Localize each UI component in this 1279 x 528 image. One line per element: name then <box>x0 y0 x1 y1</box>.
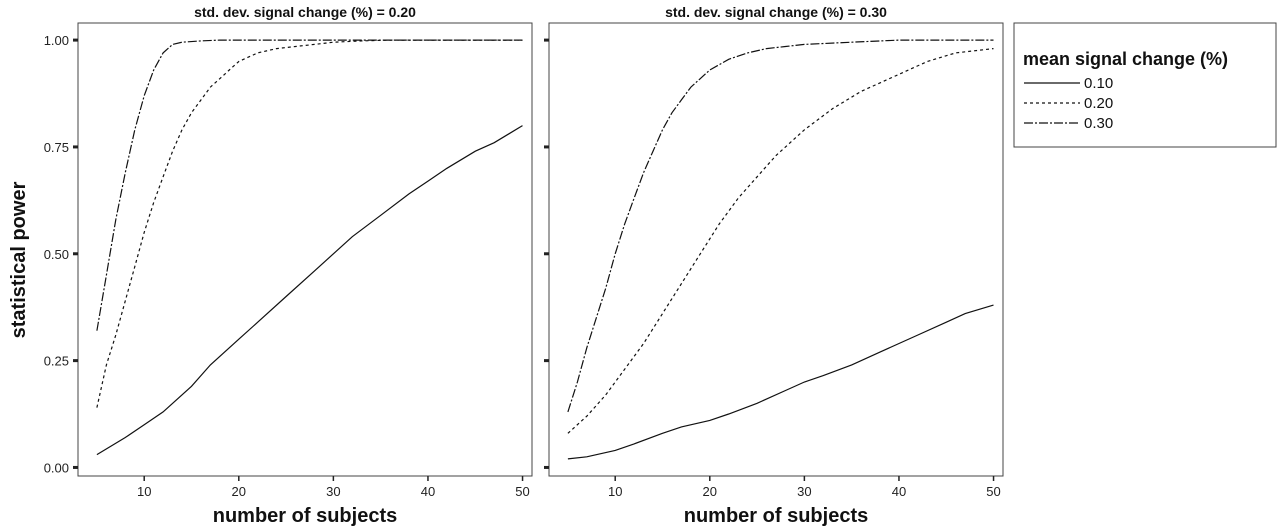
panel-frame <box>548 22 1004 477</box>
x-tick-label: 30 <box>326 484 340 499</box>
series-line-0.10 <box>96 125 523 456</box>
series-line-0.10 <box>567 304 994 460</box>
x-tick-label: 20 <box>703 484 717 499</box>
legend-label: 0.30 <box>1084 115 1113 132</box>
panel-title: std. dev. signal change (%) = 0.20 <box>194 4 416 20</box>
panels-layer: std. dev. signal change (%) = 0.20 10 20 30… <box>44 4 1004 527</box>
legend: mean signal change (%) 0.10 0.20 0.30 <box>1013 22 1277 148</box>
panel-2: std. dev. signal change (%) = 0.30 10 20 30… <box>544 4 1004 527</box>
panel-title: std. dev. signal change (%) = 0.30 <box>665 4 887 20</box>
x-tick-label: 20 <box>232 484 246 499</box>
x-tick-label: 10 <box>608 484 622 499</box>
series-line-0.20 <box>96 39 523 408</box>
y-tick-label: 0.75 <box>44 140 69 155</box>
x-axis-title: number of subjects <box>684 505 868 527</box>
y-tick-label: 0.25 <box>44 354 69 369</box>
y-axis-title: statistical power <box>8 181 30 338</box>
panel-frame <box>77 22 533 477</box>
legend-label: 0.10 <box>1084 75 1113 92</box>
legend-label: 0.20 <box>1084 95 1113 112</box>
x-tick-label: 50 <box>986 484 1000 499</box>
legend-title: mean signal change (%) <box>1023 49 1228 69</box>
legend-entries: 0.10 0.20 0.30 <box>1024 75 1113 132</box>
y-tick-label: 1.00 <box>44 33 69 48</box>
y-tick-label: 0.00 <box>44 460 69 475</box>
legend-box <box>1013 22 1277 148</box>
x-tick-label: 40 <box>421 484 435 499</box>
x-tick-label: 40 <box>892 484 906 499</box>
series-line-0.30 <box>567 39 994 413</box>
x-tick-label: 10 <box>137 484 151 499</box>
panel-1: std. dev. signal change (%) = 0.20 10 20 30… <box>44 4 533 527</box>
x-tick-label: 50 <box>515 484 529 499</box>
series-line-0.20 <box>567 48 994 434</box>
x-axis-title: number of subjects <box>213 505 397 527</box>
x-tick-label: 30 <box>797 484 811 499</box>
y-tick-label: 0.50 <box>44 247 69 262</box>
